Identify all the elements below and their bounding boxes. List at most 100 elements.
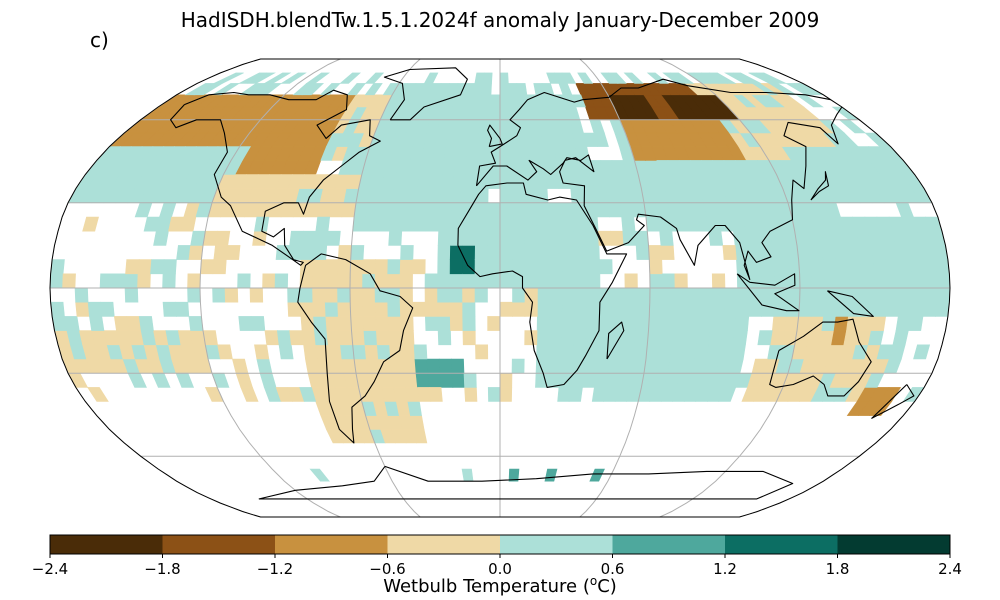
anomaly-cell [499,245,513,260]
anomaly-cell [870,316,887,331]
anomaly-cell [682,344,697,360]
anomaly-cell [796,316,812,331]
anomaly-cell [375,316,389,331]
anomaly-cell [426,358,441,374]
anomaly-cell [337,273,351,289]
anomaly-cell [573,245,588,260]
anomaly-cell [442,160,456,175]
anomaly-cell [516,83,528,96]
anomaly-cell [352,216,367,232]
anomaly-cell [256,358,273,374]
anomaly-cell [475,344,489,360]
colorbar-label-suffix: C) [597,576,617,597]
anomaly-cell [325,316,340,331]
anomaly-cell [449,273,463,289]
anomaly-cell [886,287,901,303]
anomaly-cell [463,372,477,388]
anomaly-cell [519,119,532,134]
anomaly-cell [401,344,416,360]
anomaly-cell [99,273,114,289]
anomaly-cell [774,273,788,289]
anomaly-cell [289,230,304,246]
anomaly-cell [867,330,884,346]
anomaly-cell [124,287,139,303]
colorbar-bin [275,535,388,554]
anomaly-cell [872,301,888,317]
anomaly-cell [379,188,395,204]
anomaly-cell [885,259,900,275]
anomaly-cell [399,273,413,289]
anomaly-cell [636,301,651,317]
coastlines [170,67,915,500]
anomaly-cell [413,216,428,232]
anomaly-cell [511,216,525,232]
anomaly-cell [835,259,850,275]
anomaly-cell [419,160,434,175]
anomaly-cell [895,316,911,331]
anomaly-cell [512,287,526,303]
anomaly-cell [387,316,402,331]
anomaly-cell [389,216,404,232]
anomaly-cell [471,94,483,108]
anomaly-cell [722,316,737,331]
anomaly-cell [562,287,576,303]
anomaly-cell [472,83,484,96]
anomaly-cell [487,273,501,289]
anomaly-cell [849,273,863,289]
anomaly-cell [833,245,849,260]
anomaly-cell [437,245,451,260]
anomaly-cell [771,245,787,260]
anomaly-cell [669,344,685,360]
anomaly-cell [447,119,461,134]
anomaly-cell [535,202,549,218]
anomaly-cell [699,287,713,303]
anomaly-cell [534,174,548,189]
anomaly-cell [391,188,407,204]
anomaly-cell [593,372,609,388]
anomaly-cell [512,245,526,260]
anomaly-cell [237,273,251,289]
anomaly-cell [153,230,169,246]
anomaly-cell [621,344,636,360]
anomaly-cell [487,230,501,246]
anomaly-cell [683,330,699,346]
anomaly-cell [694,216,710,232]
anomaly-cell [499,72,509,84]
colorbar-bin [837,535,951,554]
anomaly-cell [235,372,253,388]
anomaly-cell [414,358,429,374]
anomaly-cell [773,259,788,275]
anomaly-cell [437,301,451,317]
anomaly-cell [415,188,430,204]
anomaly-cell [312,287,326,303]
anomaly-cell [488,160,501,175]
colorbar-outline [49,534,951,555]
anomaly-cell [388,330,403,346]
anomaly-cell [175,301,190,317]
anomaly-cell [127,372,147,388]
anomaly-cell [512,301,526,317]
anomaly-cell [225,245,241,260]
anomaly-cell [510,132,523,147]
anomaly-cell [459,106,472,121]
anomaly-cell [711,273,726,289]
anomaly-cell [407,401,422,416]
anomaly-cell [499,83,510,96]
anomaly-cell [561,245,576,260]
anomaly-cell [536,316,551,331]
anomaly-cell [595,358,610,374]
anomaly-cell [349,301,364,317]
anomaly-cell [607,202,622,218]
anomaly-cell [314,330,329,346]
anomaly-cell [188,245,204,260]
anomaly-cell [423,72,439,84]
anomaly-cell [723,301,738,317]
anomaly-cell [673,301,688,317]
anomaly-cell [573,330,587,346]
anomaly-cell [659,230,674,246]
anomaly-cell [499,174,513,189]
anomaly-cell [922,259,938,275]
anomaly-cell [350,316,365,331]
anomaly-cell [363,330,378,346]
anomaly-cell [572,216,587,232]
